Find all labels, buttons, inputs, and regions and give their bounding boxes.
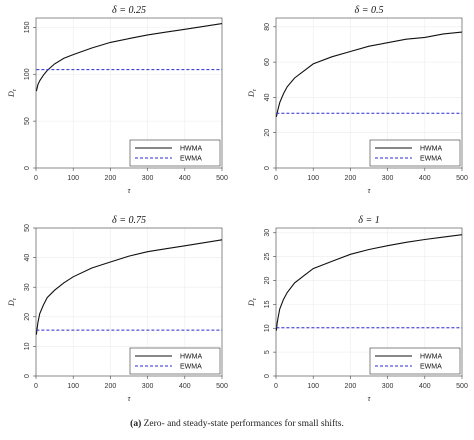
y-tick-label: 40 (264, 93, 271, 101)
y-axis-label-sub: τ (12, 88, 18, 91)
chart-panel-delta-1: 0 100 200 300 400 500 0 5 10 15 20 25 30 δ = 1 τ Dτ HWMA… (240, 208, 472, 413)
x-tick-label: 200 (105, 383, 117, 390)
x-axis-label: τ (368, 394, 372, 403)
x-tick-label: 300 (382, 383, 394, 390)
y-axis-label-main: D (247, 300, 256, 307)
chart-title: δ = 0.75 (112, 215, 146, 226)
x-tick-label: 100 (307, 383, 319, 390)
legend-label-ewma: EWMA (420, 364, 442, 371)
x-tick-label: 400 (179, 175, 191, 182)
x-tick-label: 0 (34, 175, 38, 182)
plot-frame (275, 227, 463, 377)
x-tick-label: 300 (142, 383, 154, 390)
legend-label-ewma: EWMA (180, 156, 202, 163)
x-tick-label: 100 (307, 175, 319, 182)
y-tick-label: 30 (264, 229, 271, 237)
legend-label-hwma: HWMA (180, 146, 202, 153)
x-tick-label: 200 (105, 175, 117, 182)
y-tick-label: 10 (264, 324, 271, 332)
y-tick-label: 40 (24, 254, 31, 262)
y-tick-label: 150 (24, 21, 31, 33)
legend-label-hwma: HWMA (420, 146, 442, 153)
chart-panel-delta-0.75: 0 100 200 300 400 500 0 10 20 30 40 50 δ = 0.75 τ Dτ HW… (0, 208, 232, 413)
x-tick-label: 400 (419, 383, 431, 390)
legend-box (369, 139, 461, 167)
chart-title: δ = 0.5 (355, 5, 384, 16)
y-axis-label-sub: τ (12, 297, 18, 300)
y-tick-label: 30 (24, 283, 31, 291)
y-axis-label-main: D (7, 91, 16, 98)
series-line-hwma (35, 239, 223, 335)
y-tick-label: 80 (264, 23, 271, 31)
x-tick-label: 500 (456, 383, 468, 390)
x-tick-label: 200 (345, 175, 357, 182)
legend-box (129, 347, 221, 375)
y-tick-label: 0 (24, 166, 31, 170)
y-axis-label: Dτ (247, 88, 258, 98)
series-line-hwma (275, 31, 463, 117)
legend-label-ewma: EWMA (420, 156, 442, 163)
legend-label-hwma: HWMA (180, 354, 202, 361)
x-tick-label: 400 (179, 383, 191, 390)
caption-label: (a) (130, 419, 142, 429)
y-tick-label: 0 (264, 374, 271, 378)
x-axis-label: τ (368, 186, 372, 195)
x-tick-label: 100 (67, 175, 79, 182)
chart-panel-delta-0.25: 0 100 200 300 400 500 0 50 100 150 δ = 0.25 τ Dτ HWMA… (0, 0, 232, 205)
y-tick-label: 10 (24, 342, 31, 350)
series-line-hwma (275, 234, 463, 331)
x-tick-label: 400 (419, 175, 431, 182)
y-axis-label-sub: τ (252, 88, 258, 91)
legend-box (129, 139, 221, 167)
y-axis-label-main: D (7, 300, 16, 307)
plot-frame (275, 17, 463, 169)
chart-title: δ = 1 (358, 215, 379, 226)
legend-box (369, 347, 461, 375)
y-axis-label: Dτ (7, 297, 18, 307)
y-tick-label: 60 (264, 58, 271, 66)
x-tick-label: 500 (216, 175, 228, 182)
y-tick-label: 15 (264, 300, 271, 308)
chart-panel-delta-0.5: 0 100 200 300 400 500 0 20 40 60 80 δ = 0.5 τ Dτ HWMA E… (240, 0, 472, 205)
y-axis-label-sub: τ (252, 297, 258, 300)
x-tick-label: 0 (34, 383, 38, 390)
legend-label-hwma: HWMA (420, 354, 442, 361)
y-tick-label: 50 (24, 117, 31, 125)
y-tick-label: 100 (24, 68, 31, 80)
series-line-hwma (35, 23, 223, 92)
x-tick-label: 0 (274, 383, 278, 390)
y-tick-label: 25 (264, 253, 271, 261)
x-tick-label: 300 (142, 175, 154, 182)
x-tick-label: 200 (345, 383, 357, 390)
plot-frame (35, 227, 223, 377)
y-tick-label: 20 (264, 277, 271, 285)
plot-frame (35, 17, 223, 169)
chart-title: δ = 0.25 (112, 5, 146, 16)
y-axis-label: Dτ (7, 88, 18, 98)
legend-label-ewma: EWMA (180, 364, 202, 371)
x-tick-label: 500 (216, 383, 228, 390)
y-tick-label: 0 (264, 166, 271, 170)
caption-text: Zero- and steady-state performances for … (143, 419, 344, 429)
y-tick-label: 0 (24, 374, 31, 378)
x-axis-label: τ (128, 186, 132, 195)
x-tick-label: 300 (382, 175, 394, 182)
x-axis-label: τ (128, 394, 132, 403)
x-tick-label: 0 (274, 175, 278, 182)
y-tick-label: 20 (24, 313, 31, 321)
x-tick-label: 100 (67, 383, 79, 390)
figure-caption: (a) Zero- and steady-state performances … (0, 419, 474, 429)
x-tick-label: 500 (456, 175, 468, 182)
y-tick-label: 5 (264, 350, 271, 354)
y-tick-label: 20 (264, 129, 271, 137)
y-tick-label: 50 (24, 224, 31, 232)
y-axis-label: Dτ (247, 297, 258, 307)
y-axis-label-main: D (247, 91, 256, 98)
